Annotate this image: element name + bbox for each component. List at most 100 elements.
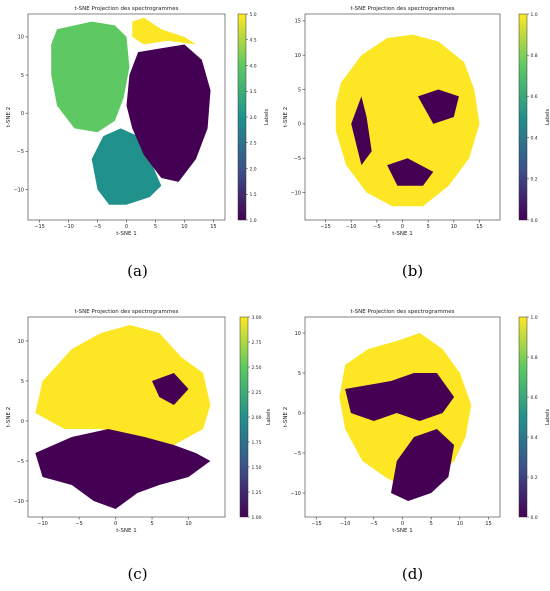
colorbar-tick-label: 0.0	[531, 218, 538, 224]
x-tick-label: 15	[210, 224, 216, 230]
y-tick-label: 10	[295, 53, 301, 59]
colorbar-tick-label: 2.0	[250, 166, 257, 172]
cluster-3	[391, 429, 455, 501]
data-layer	[51, 17, 211, 205]
chart-title: t-SNE Projection des spectrogrammes	[75, 6, 179, 12]
x-tick-label: −10	[63, 224, 74, 230]
y-axis-label: t-SNE 2	[283, 407, 289, 427]
x-tick-label: 5	[427, 224, 430, 230]
x-tick-label: −10	[37, 521, 48, 527]
y-tick-label: 0	[21, 111, 24, 117]
x-tick-label: −5	[94, 224, 101, 230]
colorbar-tick-label: 4.5	[250, 38, 257, 44]
chart-title: t-SNE Projection des spectrogrammes	[351, 309, 455, 315]
colorbar	[518, 316, 528, 518]
x-tick-label: −5	[373, 224, 380, 230]
caption-b: (b)	[401, 262, 424, 280]
caption-d: (d)	[401, 565, 424, 583]
colorbar	[239, 316, 249, 518]
cluster-2	[351, 96, 372, 166]
chart-title: t-SNE Projection des spectrogrammes	[75, 309, 179, 315]
y-axis-label: t-SNE 2	[283, 107, 289, 127]
x-tick-label: 0	[401, 521, 404, 527]
x-axis-label: t-SNE 1	[392, 528, 412, 534]
cluster-3	[126, 44, 211, 182]
chart-svg-b: t-SNE Projection des spectrogrammes −15 −1…	[283, 6, 550, 237]
colorbar-tick-label: 1.5	[250, 192, 257, 198]
x-tick-label: −10	[340, 521, 351, 527]
y-tick-label: −5	[17, 459, 24, 465]
colorbar-tick-label: 1.00	[252, 515, 262, 521]
colorbar-label: Labels	[266, 409, 272, 425]
data-layer	[35, 325, 211, 509]
colorbar-tick-label: 5.0	[250, 12, 257, 18]
colorbar-tick-label: 2.5	[250, 141, 257, 147]
x-tick-label: 10	[457, 521, 463, 527]
cluster-2	[345, 373, 455, 421]
y-tick-label: 0	[21, 419, 24, 425]
colorbar-tick-label: 2.25	[252, 390, 262, 396]
chart-panel-d: t-SNE Projection des spectrogrammes −15 −1…	[275, 295, 550, 590]
colorbar-tick-label: 2.75	[252, 340, 262, 346]
colorbar-tick-label: 1.25	[252, 490, 262, 496]
chart-panel-c: t-SNE Projection des spectrogrammes −10 −5…	[0, 295, 275, 590]
data-layer	[335, 34, 480, 207]
colorbar-tick-label: 0.6	[531, 395, 538, 401]
cluster-1	[35, 325, 211, 445]
x-tick-label: 5	[150, 521, 153, 527]
x-tick-label: 5	[154, 224, 157, 230]
x-tick-label: 0	[125, 224, 128, 230]
colorbar-tick-label: 1.50	[252, 465, 262, 471]
cluster-3	[417, 89, 459, 124]
colorbar-tick-label: 2.50	[252, 365, 262, 371]
cluster-4	[387, 158, 434, 186]
colorbar-label: Labels	[545, 109, 550, 125]
x-tick-label: −5	[75, 521, 82, 527]
y-tick-label: −10	[290, 491, 301, 497]
colorbar-tick-label: 2.00	[252, 415, 262, 421]
y-tick-label: −10	[13, 499, 24, 505]
chart-panel-a: t-SNE Projection des spectrogrammes −15 −1…	[0, 0, 275, 295]
cluster-2	[91, 128, 162, 205]
data-layer	[339, 333, 472, 501]
x-tick-label: 5	[430, 521, 433, 527]
x-tick-label: −15	[34, 224, 45, 230]
colorbar	[237, 13, 247, 221]
y-tick-label: 10	[18, 339, 24, 345]
y-tick-label: 0	[298, 122, 301, 128]
x-tick-label: 10	[181, 224, 187, 230]
cluster-3	[152, 373, 189, 405]
y-tick-label: 5	[298, 87, 301, 93]
y-tick-label: −5	[17, 149, 24, 155]
y-tick-label: 5	[298, 371, 301, 377]
y-axis-label: t-SNE 2	[6, 107, 12, 127]
colorbar-tick-label: 0.8	[531, 53, 538, 59]
chart-svg-a: t-SNE Projection des spectrogrammes −15 −1…	[6, 6, 270, 237]
colorbar-tick-label: 3.0	[250, 115, 257, 121]
colorbar-tick-label: 3.00	[252, 315, 262, 321]
colorbar-tick-label: 0.0	[531, 515, 538, 521]
y-tick-label: 5	[21, 73, 24, 79]
x-tick-label: 0	[114, 521, 117, 527]
y-tick-label: −5	[294, 156, 301, 162]
caption-c: (c)	[127, 565, 148, 583]
x-tick-label: 10	[451, 224, 457, 230]
colorbar	[518, 13, 528, 221]
cluster-2	[35, 429, 211, 509]
x-tick-label: 10	[185, 521, 191, 527]
y-tick-label: 10	[295, 331, 301, 337]
colorbar-tick-label: 1.75	[252, 440, 262, 446]
x-tick-label: 15	[485, 521, 491, 527]
y-tick-label: −10	[13, 187, 24, 193]
caption-a: (a)	[127, 262, 148, 280]
colorbar-tick-label: 0.2	[531, 475, 538, 481]
x-axis-label: t-SNE 1	[116, 528, 136, 534]
colorbar-tick-label: 0.8	[531, 355, 538, 361]
x-tick-label: −5	[370, 521, 377, 527]
x-tick-label: −15	[311, 521, 322, 527]
colorbar-tick-label: 4.0	[250, 63, 257, 69]
y-tick-label: 15	[295, 19, 301, 25]
colorbar-tick-label: 0.2	[531, 177, 538, 183]
chart-svg-d: t-SNE Projection des spectrogrammes −15 −1…	[283, 309, 550, 534]
colorbar-tick-label: 1.0	[531, 12, 538, 18]
